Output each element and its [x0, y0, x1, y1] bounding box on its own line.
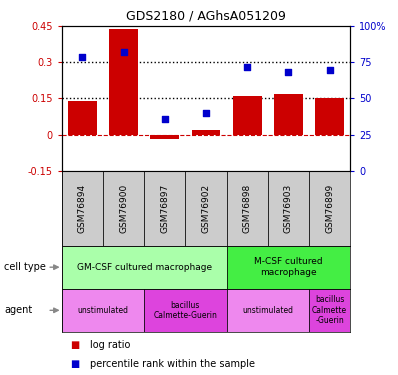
Text: agent: agent: [4, 305, 32, 315]
Point: [244, 64, 250, 70]
Bar: [315, 99, 344, 135]
Bar: [226, 246, 350, 289]
Bar: [233, 96, 261, 135]
Text: GSM76894: GSM76894: [78, 184, 87, 232]
Text: GSM76900: GSM76900: [119, 183, 128, 233]
Point: [120, 49, 127, 55]
Bar: [309, 289, 350, 332]
Text: ■: ■: [70, 340, 79, 350]
Point: [326, 67, 333, 73]
Bar: [150, 135, 179, 140]
Text: percentile rank within the sample: percentile rank within the sample: [90, 359, 255, 369]
Bar: [144, 171, 185, 246]
Text: bacillus
Calmette
-Guerin: bacillus Calmette -Guerin: [312, 296, 347, 325]
Bar: [185, 171, 226, 246]
Bar: [103, 171, 144, 246]
Text: GM-CSF cultured macrophage: GM-CSF cultured macrophage: [76, 262, 212, 272]
Point: [162, 116, 168, 122]
Text: unstimulated: unstimulated: [78, 306, 129, 315]
Text: ■: ■: [70, 359, 79, 369]
Text: unstimulated: unstimulated: [242, 306, 293, 315]
Text: bacillus
Calmette-Guerin: bacillus Calmette-Guerin: [153, 301, 217, 320]
Bar: [274, 94, 303, 135]
Title: GDS2180 / AGhsA051209: GDS2180 / AGhsA051209: [126, 9, 286, 22]
Point: [203, 110, 209, 116]
Bar: [268, 171, 309, 246]
Bar: [62, 171, 103, 246]
Text: GSM76902: GSM76902: [201, 184, 211, 232]
Bar: [226, 171, 268, 246]
Point: [285, 69, 292, 75]
Text: cell type: cell type: [4, 262, 46, 272]
Text: GSM76903: GSM76903: [284, 183, 293, 233]
Text: GSM76899: GSM76899: [325, 183, 334, 233]
Bar: [109, 28, 138, 135]
Bar: [68, 101, 97, 135]
Text: log ratio: log ratio: [90, 340, 130, 350]
Bar: [62, 246, 226, 289]
Bar: [144, 289, 226, 332]
Point: [79, 54, 86, 60]
Text: M-CSF cultured
macrophage: M-CSF cultured macrophage: [254, 258, 323, 277]
Bar: [226, 289, 309, 332]
Bar: [62, 289, 144, 332]
Text: GSM76898: GSM76898: [243, 183, 252, 233]
Text: GSM76897: GSM76897: [160, 183, 169, 233]
Bar: [309, 171, 350, 246]
Bar: [191, 130, 220, 135]
